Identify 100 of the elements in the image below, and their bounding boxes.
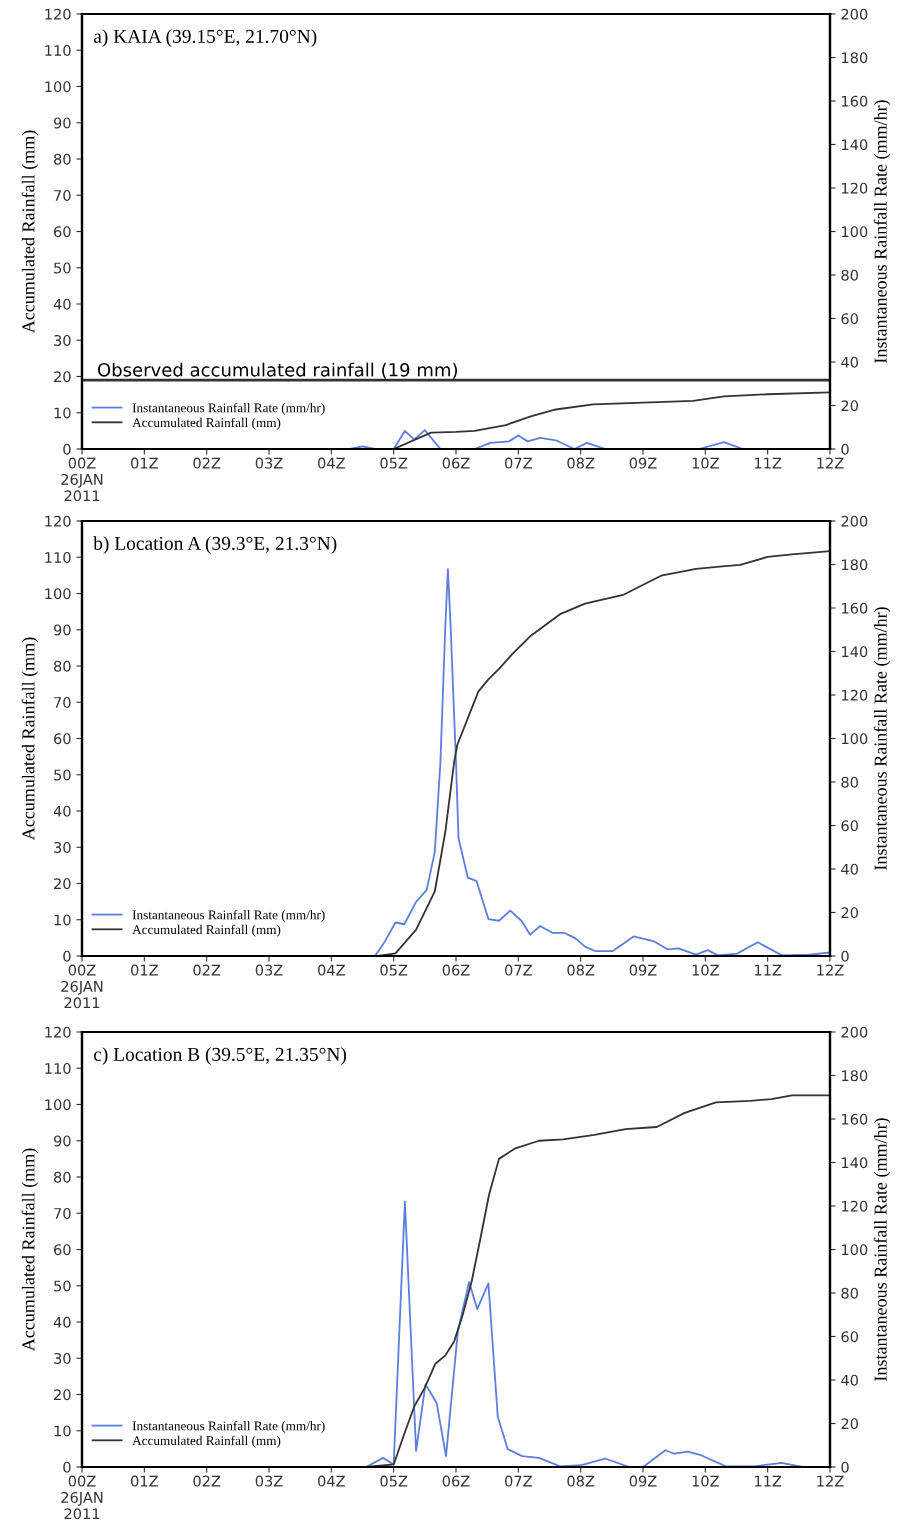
x-tick-label: 00Z 26JAN 2011 bbox=[61, 457, 103, 502]
y2-tick-label: 200 bbox=[841, 1026, 868, 1038]
y-tick-label: 120 bbox=[45, 1026, 71, 1038]
x-tick-label: 02Z bbox=[193, 964, 221, 976]
x-tick-label: 11Z bbox=[755, 964, 782, 976]
y-tick-label: 20 bbox=[54, 371, 71, 383]
x-tick-label: 12Z bbox=[817, 1475, 844, 1487]
x-tick-label: 10Z bbox=[692, 1475, 719, 1487]
x-tick-label: 02Z bbox=[193, 1475, 221, 1487]
legend-label: Instantaneous Rainfall Rate (mm/hr) bbox=[132, 909, 325, 923]
y2-tick-label: 40 bbox=[841, 1374, 859, 1386]
y2-tick-label: 60 bbox=[841, 820, 859, 832]
y-tick-label: 90 bbox=[53, 117, 71, 129]
x-tick-label: 04Z bbox=[318, 457, 345, 469]
text: b) Location A (39.3°E, 21.3°N) bbox=[93, 536, 337, 554]
x-tick-label: 05Z bbox=[380, 1475, 408, 1487]
y-axis-title: Accumulated Rainfall (mm) bbox=[21, 1148, 39, 1352]
x-tick-label: 03Z bbox=[255, 1475, 283, 1487]
y-tick-label: 110 bbox=[45, 551, 71, 563]
y-tick-label: 120 bbox=[45, 515, 71, 527]
legend-label: Accumulated Rainfall (mm) bbox=[132, 417, 281, 430]
x-tick-label: 02Z bbox=[193, 457, 221, 469]
y-tick-label: 120 bbox=[45, 8, 71, 20]
y2-axis-title: Instantaneous Rainfall Rate (mm/hr) bbox=[873, 607, 891, 870]
y-tick-label: 70 bbox=[54, 696, 71, 708]
y-tick-label: 110 bbox=[45, 1062, 71, 1074]
x-tick-label: 10Z bbox=[692, 457, 719, 469]
y2-tick-label: 20 bbox=[841, 1418, 859, 1430]
y-tick-label: 30 bbox=[54, 334, 71, 346]
y-tick-label: 80 bbox=[54, 153, 71, 165]
y2-tick-label: 60 bbox=[841, 313, 859, 325]
y-tick-label: 100 bbox=[45, 81, 71, 93]
y-tick-label: 10 bbox=[54, 1425, 71, 1437]
y2-tick-label: 120 bbox=[842, 1200, 868, 1212]
x-tick-label: 07Z bbox=[505, 1475, 532, 1487]
x-tick-label: 09Z bbox=[629, 1475, 657, 1487]
y-tick-label: 30 bbox=[54, 841, 71, 853]
y-tick-label: 10 bbox=[54, 914, 71, 926]
x-tick-label: 07Z bbox=[505, 457, 532, 469]
y2-tick-label: 80 bbox=[841, 269, 859, 281]
y2-tick-label: 140 bbox=[842, 139, 868, 151]
x-tick-label: 12Z bbox=[817, 457, 844, 469]
y-tick-label: 100 bbox=[45, 1099, 71, 1111]
y2-tick-label: 60 bbox=[841, 1331, 859, 1343]
y2-tick-label: 140 bbox=[842, 646, 868, 658]
y2-tick-label: 200 bbox=[841, 515, 868, 527]
x-tick-label: 06Z bbox=[442, 457, 470, 469]
y2-tick-label: 40 bbox=[841, 863, 859, 875]
y-tick-label: 20 bbox=[54, 1389, 71, 1401]
y-tick-label: 0 bbox=[63, 1461, 71, 1473]
y-tick-label: 50 bbox=[54, 262, 71, 274]
x-tick-label: 04Z bbox=[318, 1475, 345, 1487]
y2-tick-label: 160 bbox=[842, 95, 868, 107]
y2-tick-label: 100 bbox=[842, 226, 868, 238]
y-tick-label: 80 bbox=[54, 1171, 71, 1183]
x-tick-label: 12Z bbox=[817, 964, 844, 976]
y-tick-label: 50 bbox=[54, 769, 71, 781]
y2-tick-label: 100 bbox=[842, 1244, 868, 1256]
y-tick-label: 100 bbox=[45, 588, 71, 600]
y-tick-label: 50 bbox=[54, 1280, 71, 1292]
x-tick-label: 11Z bbox=[755, 1475, 782, 1487]
y-tick-label: 60 bbox=[54, 226, 71, 238]
y-tick-label: 40 bbox=[53, 1316, 71, 1328]
y2-tick-label: 180 bbox=[842, 1070, 868, 1082]
x-tick-label: 01Z bbox=[131, 457, 158, 469]
y-tick-label: 40 bbox=[53, 805, 71, 817]
x-tick-label: 08Z bbox=[567, 964, 595, 976]
y-tick-label: 0 bbox=[63, 443, 71, 455]
x-tick-label: 08Z bbox=[567, 1475, 595, 1487]
y-tick-label: 90 bbox=[53, 1135, 71, 1147]
x-tick-label: 06Z bbox=[442, 964, 470, 976]
y2-tick-label: 20 bbox=[841, 907, 859, 919]
y-tick-label: 70 bbox=[54, 1207, 71, 1219]
y-tick-label: 60 bbox=[54, 733, 71, 745]
y2-tick-label: 0 bbox=[841, 950, 849, 962]
y-tick-label: 60 bbox=[54, 1244, 71, 1256]
x-tick-label: 03Z bbox=[255, 457, 283, 469]
y-axis-title: Accumulated Rainfall (mm) bbox=[21, 637, 39, 841]
y2-tick-label: 80 bbox=[841, 1287, 859, 1299]
y-tick-label: 80 bbox=[54, 660, 71, 672]
x-tick-label: 11Z bbox=[755, 457, 782, 469]
y2-axis-title: Instantaneous Rainfall Rate (mm/hr) bbox=[873, 1118, 891, 1381]
y-tick-label: 110 bbox=[45, 44, 71, 56]
y-tick-label: 30 bbox=[54, 1352, 71, 1364]
y2-tick-label: 180 bbox=[842, 52, 868, 64]
y-tick-label: 20 bbox=[54, 878, 71, 890]
x-tick-label: 10Z bbox=[692, 964, 719, 976]
ref-line-label: Observed accumulated rainfall (19 mm) bbox=[97, 362, 457, 379]
legend-label: Accumulated Rainfall (mm) bbox=[132, 924, 281, 937]
x-tick-label: 08Z bbox=[567, 457, 595, 469]
y2-tick-label: 160 bbox=[842, 602, 868, 614]
x-tick-label: 09Z bbox=[629, 457, 657, 469]
y2-tick-label: 100 bbox=[842, 733, 868, 745]
y2-tick-label: 140 bbox=[842, 1157, 868, 1169]
x-tick-label: 00Z 26JAN 2011 bbox=[61, 964, 103, 1009]
x-tick-label: 05Z bbox=[380, 964, 408, 976]
y2-tick-label: 200 bbox=[841, 8, 868, 20]
y-tick-label: 70 bbox=[54, 189, 71, 201]
x-tick-label: 06Z bbox=[442, 1475, 470, 1487]
x-tick-label: 03Z bbox=[255, 964, 283, 976]
